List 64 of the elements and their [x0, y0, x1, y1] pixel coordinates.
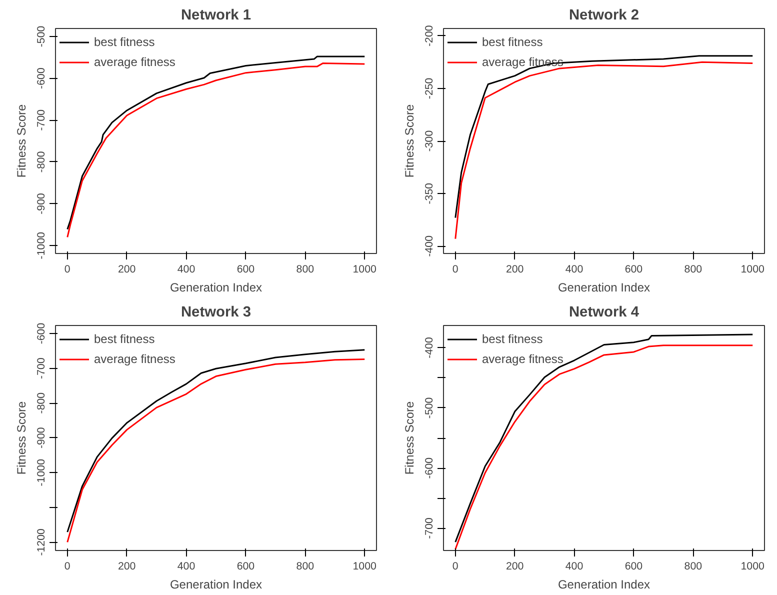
y-tick-label: -600 — [36, 68, 48, 89]
x-tick-label: 600 — [624, 264, 643, 276]
x-tick-label: 600 — [236, 560, 255, 572]
x-tick-label: 1000 — [352, 264, 377, 276]
x-tick-label: 400 — [565, 264, 584, 276]
x-tick-label: 400 — [177, 264, 196, 276]
x-tick-label: 0 — [64, 264, 70, 276]
y-tick-label: -900 — [36, 192, 48, 214]
y-tick-label: -400 — [424, 337, 436, 358]
y-tick-label: -600 — [424, 457, 436, 479]
legend-label: average fitness — [482, 352, 564, 366]
x-tick-label: 200 — [118, 264, 136, 276]
y-tick-label: -700 — [424, 518, 436, 539]
x-tick-label: 0 — [64, 560, 70, 572]
x-tick-label: 800 — [296, 560, 314, 572]
x-axis-title: Generation Index — [558, 280, 650, 294]
chart-title: Network 4 — [568, 304, 640, 320]
x-tick-label: 200 — [506, 264, 524, 276]
x-tick-label: 400 — [177, 560, 196, 572]
y-tick-label: -600 — [36, 322, 48, 344]
legend-label: best fitness — [482, 35, 543, 49]
y-tick-label: -700 — [36, 358, 48, 379]
x-tick-label: 800 — [296, 264, 314, 276]
x-tick-label: 200 — [506, 560, 524, 572]
x-tick-label: 0 — [452, 264, 458, 276]
legend-label: average fitness — [94, 55, 176, 69]
x-axis-title: Generation Index — [170, 578, 262, 592]
x-tick-label: 600 — [236, 264, 255, 276]
y-tick-label: -800 — [36, 151, 48, 173]
y-tick-label: -900 — [36, 427, 48, 448]
y-tick-label: -200 — [424, 25, 436, 47]
y-tick-label: -700 — [36, 109, 48, 131]
x-tick-label: 1000 — [352, 560, 377, 572]
legend-label: average fitness — [94, 352, 176, 366]
y-tick-label: -300 — [424, 130, 436, 152]
chart-title: Network 2 — [568, 8, 640, 24]
y-tick-label: -1000 — [36, 458, 48, 486]
y-tick-label: -350 — [424, 182, 436, 204]
x-tick-label: 200 — [118, 560, 136, 572]
y-axis-title: Fitness Score — [402, 104, 416, 178]
y-axis-title: Fitness Score — [14, 104, 28, 178]
y-tick-label: -1200 — [36, 528, 48, 556]
y-tick-label: -800 — [36, 392, 48, 414]
y-tick-label: -500 — [36, 26, 48, 48]
x-tick-label: 1000 — [740, 264, 765, 276]
x-tick-label: 400 — [565, 560, 584, 572]
x-tick-label: 1000 — [740, 560, 765, 572]
x-tick-label: 800 — [684, 560, 702, 572]
x-tick-label: 800 — [684, 264, 702, 276]
y-axis-title: Fitness Score — [14, 400, 28, 475]
x-axis-title: Generation Index — [558, 578, 650, 592]
y-tick-label: -250 — [424, 78, 436, 100]
legend-label: best fitness — [482, 332, 543, 346]
chart-title: Network 1 — [180, 8, 252, 24]
x-axis-title: Generation Index — [170, 280, 262, 294]
x-tick-label: 600 — [624, 560, 643, 572]
y-tick-label: -1000 — [36, 232, 48, 260]
legend-label: best fitness — [94, 332, 155, 346]
y-axis-title: Fitness Score — [402, 400, 416, 475]
y-tick-label: -500 — [424, 397, 436, 419]
x-tick-label: 0 — [452, 560, 458, 572]
y-tick-label: -400 — [424, 235, 436, 257]
legend-label: best fitness — [94, 35, 155, 49]
chart-title: Network 3 — [180, 304, 252, 320]
